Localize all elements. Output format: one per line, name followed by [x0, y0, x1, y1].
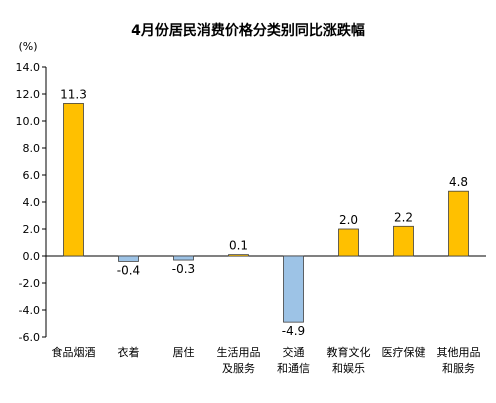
bar[interactable] [63, 103, 84, 257]
data-label: -0.4 [117, 263, 140, 277]
bar[interactable] [393, 225, 414, 257]
category-label: 和娱乐 [332, 361, 365, 375]
y-tick-label: 14.0 [16, 61, 41, 74]
category-label: 衣着 [118, 345, 140, 359]
y-tick-label: 6.0 [23, 169, 41, 182]
data-label: 11.3 [60, 87, 87, 101]
category-label: 和服务 [442, 362, 475, 375]
y-axis-unit-label: (%) [18, 40, 37, 53]
data-label: 2.2 [394, 210, 413, 224]
y-tick-label: 10.0 [16, 115, 41, 128]
category-label: 其他用品 [437, 346, 481, 359]
category-label: 医疗保健 [382, 345, 426, 359]
category-label: 生活用品 [217, 345, 261, 359]
chart-title: 4月份居民消费价格分类别同比涨跌幅 [131, 23, 365, 39]
y-tick-label: -4.0 [19, 304, 40, 317]
data-label: -4.9 [282, 324, 305, 338]
category-label: 和通信 [277, 362, 310, 375]
y-tick-label: 12.0 [16, 88, 41, 101]
data-label: 0.1 [229, 239, 248, 253]
category-label: 教育文化 [327, 345, 371, 359]
bar[interactable] [448, 190, 469, 257]
bar[interactable] [118, 255, 139, 262]
bar[interactable] [338, 228, 359, 257]
data-label: 4.8 [449, 175, 468, 189]
category-label: 交通 [283, 345, 305, 359]
bar[interactable] [283, 255, 304, 323]
category-label: 及服务 [222, 362, 255, 375]
y-tick-label: -6.0 [19, 331, 40, 344]
category-label: 居住 [173, 345, 195, 359]
y-tick-label: 2.0 [23, 223, 41, 236]
y-tick-label: 4.0 [23, 196, 41, 209]
y-tick-label: 8.0 [23, 142, 41, 155]
data-label: -0.3 [172, 262, 195, 276]
bar[interactable] [173, 255, 194, 261]
bar[interactable] [228, 254, 249, 257]
data-label: 2.0 [339, 213, 358, 227]
y-tick-label: 0.0 [23, 250, 41, 263]
category-label: 食品烟酒 [52, 345, 96, 359]
y-tick-label: -2.0 [19, 277, 40, 290]
